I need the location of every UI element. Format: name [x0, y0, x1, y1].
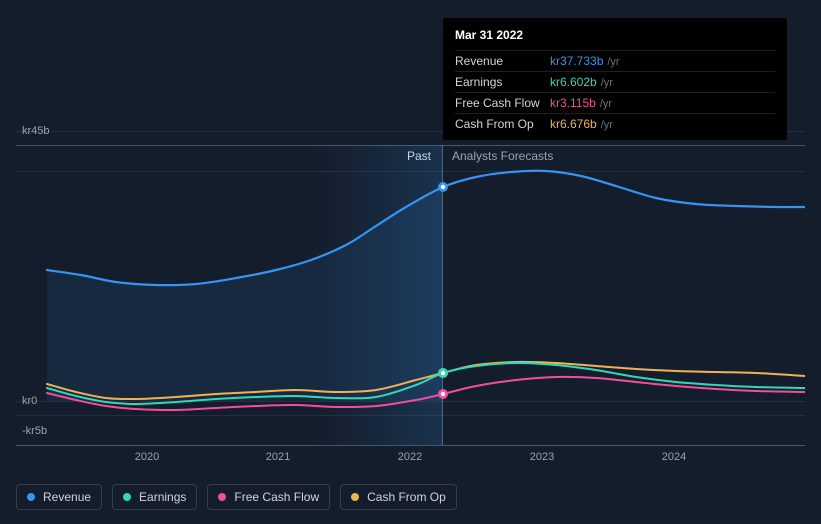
- tooltip-row: Cash From Opkr6.676b/yr: [455, 113, 775, 134]
- tooltip-row: Earningskr6.602b/yr: [455, 71, 775, 92]
- chart-tooltip: Mar 31 2022 Revenuekr37.733b/yrEarningsk…: [443, 18, 787, 140]
- legend-item[interactable]: Earnings: [112, 484, 197, 510]
- series-marker-inner: [441, 392, 445, 396]
- tooltip-row-unit: /yr: [600, 98, 612, 110]
- x-axis-tick-label: 2022: [398, 451, 422, 463]
- tooltip-row-value: kr37.733b: [550, 54, 603, 68]
- legend-swatch: [351, 493, 359, 501]
- tooltip-row-label: Cash From Op: [455, 117, 550, 131]
- tooltip-row-value: kr6.602b: [550, 75, 597, 89]
- tooltip-date: Mar 31 2022: [455, 28, 775, 42]
- legend-item[interactable]: Revenue: [16, 484, 102, 510]
- legend-item[interactable]: Free Cash Flow: [207, 484, 330, 510]
- series-marker-inner: [441, 371, 445, 375]
- tooltip-row: Revenuekr37.733b/yr: [455, 50, 775, 71]
- legend-swatch: [27, 493, 35, 501]
- legend-swatch: [218, 493, 226, 501]
- series-marker-inner: [441, 185, 445, 189]
- legend-label: Free Cash Flow: [234, 490, 319, 504]
- x-axis-tick-label: 2020: [135, 451, 159, 463]
- x-axis-tick-label: 2023: [530, 451, 554, 463]
- revenue-area-fill: [47, 187, 443, 401]
- legend-label: Revenue: [43, 490, 91, 504]
- legend-swatch: [123, 493, 131, 501]
- tooltip-row-value: kr3.115b: [550, 96, 596, 110]
- tooltip-row-unit: /yr: [601, 119, 613, 131]
- legend-label: Earnings: [139, 490, 186, 504]
- legend: Revenue Earnings Free Cash Flow Cash From O…: [16, 484, 457, 510]
- x-axis-tick-label: 2024: [662, 451, 686, 463]
- tooltip-row-label: Earnings: [455, 75, 550, 89]
- tooltip-row-value: kr6.676b: [550, 117, 597, 131]
- legend-label: Cash From Op: [367, 490, 446, 504]
- tooltip-row-unit: /yr: [601, 77, 613, 89]
- tooltip-row: Free Cash Flowkr3.115b/yr: [455, 92, 775, 113]
- tooltip-row-label: Revenue: [455, 54, 550, 68]
- tooltip-row-unit: /yr: [607, 56, 619, 68]
- x-axis-tick-label: 2021: [266, 451, 290, 463]
- legend-item[interactable]: Cash From Op: [340, 484, 457, 510]
- tooltip-row-label: Free Cash Flow: [455, 96, 550, 110]
